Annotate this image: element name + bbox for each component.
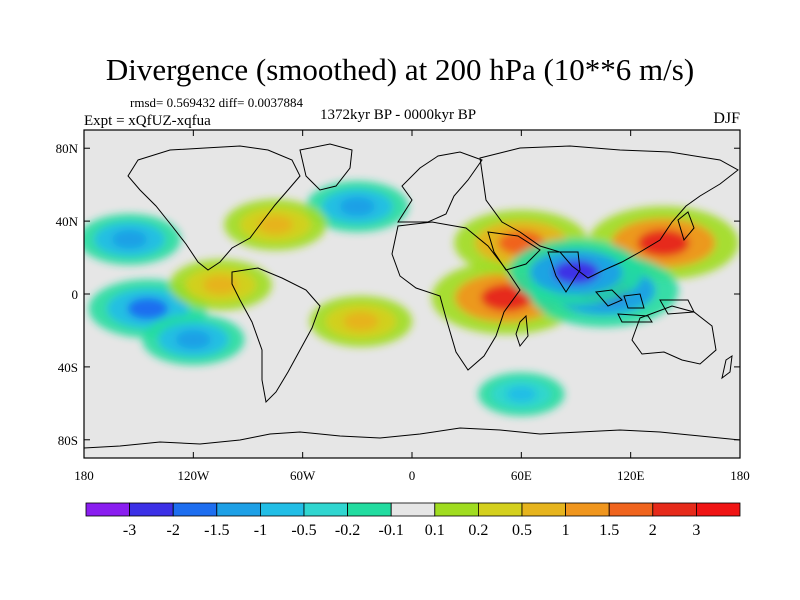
x-tick-label: 0 — [409, 468, 416, 483]
divergence-field — [84, 181, 739, 416]
period-label: 1372kyr BP - 0000kyr BP — [320, 107, 477, 123]
x-tick-label: 120E — [617, 468, 645, 483]
colorbar-swatch — [608, 502, 654, 517]
colorbar-label: 3 — [692, 522, 700, 539]
x-tick-label: 180 — [74, 468, 94, 483]
colorbar-swatch — [129, 502, 174, 517]
y-tick-label: 0 — [72, 287, 79, 302]
field-core-6 — [127, 297, 169, 320]
colorbar-label: 1.5 — [599, 522, 619, 539]
colorbar-swatch — [390, 502, 436, 517]
field-core-12 — [506, 386, 537, 403]
field-core-4 — [552, 260, 600, 285]
colorbar-label: 0.2 — [468, 522, 488, 539]
field-core-2 — [637, 229, 690, 257]
colorbar: -3 -2 -1.5 -1 -0.5 -0.2 -0.1 0.1 0.2 0.5 1 1.5 2 3 — [85, 502, 741, 539]
colorbar-label: -0.5 — [291, 522, 316, 539]
x-tick-label: 60E — [511, 468, 532, 483]
coastlines — [84, 143, 740, 449]
axes: 180 120W 60W 0 60E 120E 180 80N 40N 0 40S 80S — [56, 130, 750, 483]
colorbar-swatch — [434, 502, 479, 517]
colorbar-label: -1 — [254, 522, 267, 539]
colorbar-swatch — [565, 502, 610, 517]
y-tick-label: 40S — [58, 360, 78, 375]
colorbar-label: -1.5 — [204, 522, 229, 539]
colorbar-label: -0.2 — [335, 522, 360, 539]
colorbar-swatch — [259, 502, 305, 517]
y-tick-label: 80N — [56, 141, 79, 156]
chart-title: Divergence (smoothed) at 200 hPa (10**6 … — [105, 52, 695, 87]
colorbar-swatch — [303, 502, 348, 517]
colorbar-swatch — [347, 502, 392, 517]
field-core-11 — [343, 311, 379, 331]
x-tick-label: 120W — [177, 468, 210, 483]
colorbar-swatch — [85, 502, 130, 517]
colorbar-swatch — [696, 502, 741, 517]
colorbar-label: 1 — [562, 522, 570, 539]
x-tick-label: 60W — [290, 468, 316, 483]
y-tick-label: 40N — [56, 214, 79, 229]
colorbar-swatch — [216, 502, 261, 517]
field-core-5 — [111, 229, 148, 249]
y-tick-label: 80S — [58, 433, 78, 448]
field-core-10 — [203, 275, 239, 295]
experiment-label: Expt = xQfUZ-xqfua — [84, 113, 211, 129]
map-area — [83, 129, 741, 459]
rmsd-label: rmsd= 0.569432 diff= 0.0037884 — [130, 95, 303, 110]
colorbar-label: 2 — [649, 522, 657, 539]
colorbar-label: 0.5 — [512, 522, 532, 539]
x-tick-label: 180 — [730, 468, 750, 483]
field-core-8 — [175, 330, 211, 349]
field-core-7 — [339, 197, 375, 216]
season-label: DJF — [713, 110, 740, 127]
field-core-9 — [257, 215, 293, 235]
colorbar-swatch — [521, 502, 566, 517]
colorbar-label: -3 — [123, 522, 136, 539]
colorbar-label: 0.1 — [425, 522, 445, 539]
colorbar-swatch — [172, 502, 218, 517]
colorbar-swatch — [477, 502, 523, 517]
colorbar-label: -2 — [167, 522, 180, 539]
colorbar-swatch — [652, 502, 697, 517]
colorbar-label: -0.1 — [379, 522, 404, 539]
